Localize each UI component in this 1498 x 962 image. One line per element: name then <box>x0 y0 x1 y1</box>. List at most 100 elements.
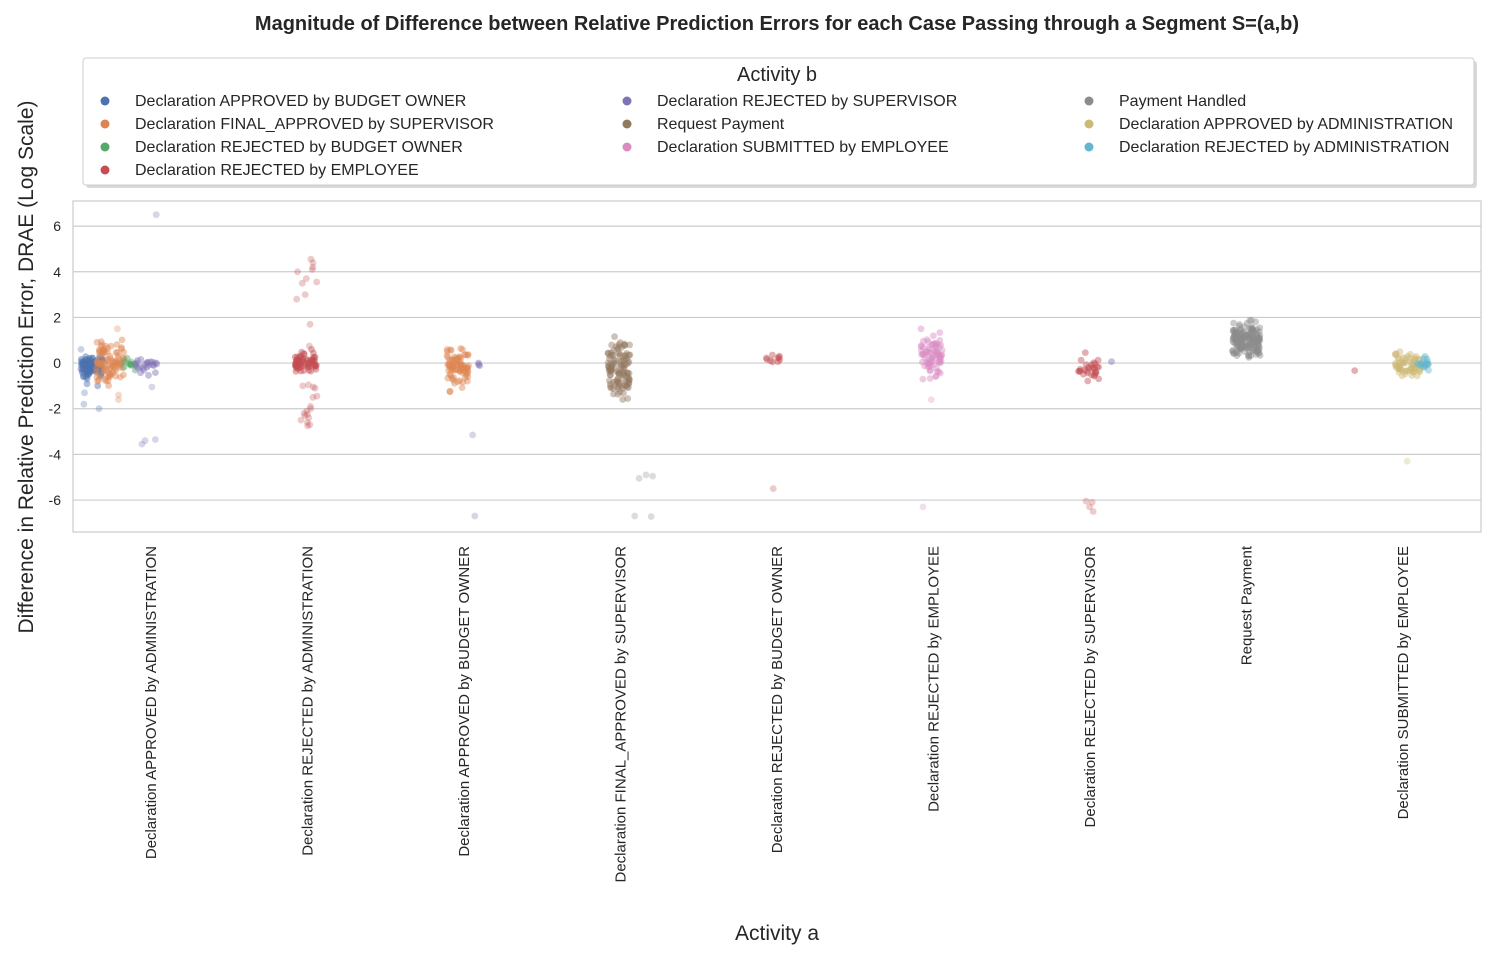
data-point <box>1249 325 1256 333</box>
data-point <box>1230 326 1238 334</box>
data-point <box>1244 351 1252 359</box>
data-point <box>924 338 932 346</box>
data-point <box>925 356 933 364</box>
data-point <box>123 354 131 362</box>
data-point <box>457 365 465 372</box>
data-point <box>1231 331 1239 339</box>
data-point <box>1235 322 1243 330</box>
data-point <box>86 365 93 373</box>
data-point <box>457 345 465 352</box>
data-point <box>1232 328 1240 336</box>
data-point <box>604 359 612 367</box>
data-point <box>309 354 317 362</box>
data-point <box>1240 335 1248 343</box>
data-point <box>1251 342 1259 349</box>
data-point <box>93 373 101 381</box>
data-point <box>1415 356 1423 364</box>
data-point <box>1233 348 1241 355</box>
data-point <box>294 357 302 364</box>
data-point <box>923 348 930 356</box>
data-point <box>444 361 452 368</box>
data-point <box>115 355 122 362</box>
data-point <box>1243 345 1250 352</box>
data-point <box>1243 344 1250 351</box>
data-point <box>107 355 114 363</box>
data-point <box>1244 330 1252 338</box>
outlier-point <box>148 383 156 391</box>
data-point <box>1395 354 1403 362</box>
data-point <box>614 390 622 398</box>
data-point <box>623 350 630 357</box>
data-point <box>1250 338 1258 345</box>
data-point <box>615 344 622 351</box>
data-point <box>83 362 91 369</box>
data-point <box>1410 357 1418 365</box>
data-point <box>620 389 627 397</box>
data-point <box>457 366 464 374</box>
outlier-point <box>298 279 306 287</box>
data-point <box>924 363 932 371</box>
data-point <box>137 369 144 377</box>
data-point <box>106 352 114 360</box>
data-point <box>615 379 623 387</box>
data-point <box>1235 349 1243 357</box>
data-point <box>1423 361 1431 368</box>
data-point <box>459 369 467 377</box>
data-point <box>1397 359 1405 366</box>
data-point <box>98 348 106 356</box>
data-point <box>88 357 95 365</box>
data-point <box>1416 368 1424 376</box>
data-point <box>85 370 93 378</box>
data-point <box>625 376 633 383</box>
data-point <box>615 349 623 357</box>
data-point <box>1420 363 1427 371</box>
data-point <box>127 361 135 368</box>
data-point <box>115 360 123 368</box>
data-point <box>96 347 104 355</box>
data-point <box>619 382 627 390</box>
data-point <box>933 368 941 375</box>
data-point <box>457 362 465 369</box>
outlier-point <box>647 513 655 520</box>
data-point <box>476 362 484 369</box>
data-point <box>85 361 92 369</box>
data-point <box>79 361 87 369</box>
data-point <box>1254 341 1262 349</box>
data-point <box>92 357 100 365</box>
data-point <box>459 365 467 373</box>
outlier-point <box>114 325 121 333</box>
data-point <box>297 353 304 361</box>
data-point <box>300 367 307 374</box>
data-point <box>97 370 105 378</box>
data-point <box>1237 325 1244 333</box>
data-point <box>308 346 315 353</box>
data-point <box>1255 349 1262 357</box>
data-point <box>923 348 931 356</box>
data-point <box>82 355 90 363</box>
data-point <box>118 344 125 352</box>
data-point <box>91 365 98 373</box>
x-tick-label: Declaration REJECTED by ADMINISTRATION <box>300 546 317 856</box>
data-point <box>1415 367 1423 374</box>
data-point <box>120 356 127 364</box>
data-point <box>625 380 632 388</box>
data-point <box>293 360 301 368</box>
data-point <box>83 368 91 375</box>
data-point <box>1229 336 1237 343</box>
data-point <box>297 360 305 368</box>
data-point <box>1238 339 1245 347</box>
data-point <box>927 350 935 358</box>
data-point <box>1256 324 1264 332</box>
data-point <box>1085 364 1093 372</box>
data-point <box>1236 334 1244 342</box>
outlier-point <box>1082 497 1090 505</box>
data-point <box>451 366 459 374</box>
data-point <box>1253 326 1261 333</box>
outlier-point <box>649 472 656 480</box>
data-point <box>136 363 144 371</box>
data-point <box>1230 349 1238 357</box>
data-point <box>83 361 90 369</box>
data-point <box>619 385 626 392</box>
data-point <box>1235 333 1243 341</box>
data-point <box>87 361 95 369</box>
